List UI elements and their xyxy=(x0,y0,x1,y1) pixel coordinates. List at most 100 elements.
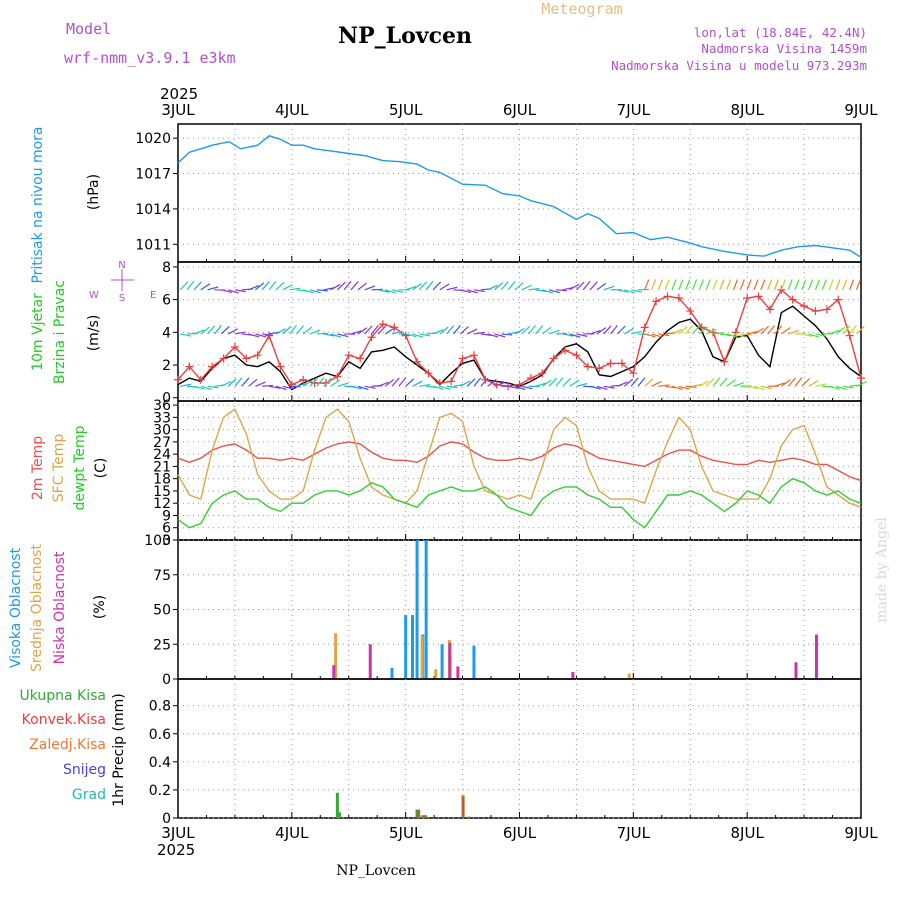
wind-arrow xyxy=(255,381,266,387)
wind-arrow xyxy=(548,329,560,335)
pressure-ylabel-unit: (hPa) xyxy=(86,174,102,210)
gust-marker xyxy=(595,364,604,373)
day-label: 7JUL xyxy=(617,824,651,842)
gust-marker xyxy=(299,375,308,384)
pressure-ylabel-name: Pritisak na nivou mora xyxy=(30,126,46,283)
wind-arrow xyxy=(651,333,663,338)
wind-arrow xyxy=(193,385,205,390)
wind-arrow xyxy=(268,385,281,389)
gust-marker xyxy=(640,323,649,332)
wind-arrow xyxy=(842,325,851,335)
wind-arrow xyxy=(234,377,243,387)
wind-arrow xyxy=(712,332,725,335)
gust-marker xyxy=(800,302,809,311)
wind-arrow xyxy=(275,385,287,391)
wind-panel: 0 2 4 6 8 xyxy=(162,260,867,407)
temp-ytick-label: 30 xyxy=(153,423,171,439)
wind-arrow xyxy=(275,328,286,335)
wind-arrow xyxy=(446,385,458,389)
wind-arrow xyxy=(753,279,759,291)
gust-marker xyxy=(743,293,752,302)
wind-arrow xyxy=(364,285,376,291)
wind-arrow xyxy=(419,333,431,337)
wind-arrow xyxy=(623,327,634,335)
gust-marker xyxy=(310,379,319,388)
wind-arrow xyxy=(596,327,607,335)
temp-series-sfc-temp xyxy=(177,408,862,508)
clouds-bar-srednja-oblacnost xyxy=(627,673,631,679)
precip-bar-ukupna-kisa xyxy=(338,812,342,818)
legend-convective-rain: Konvek.Kisa xyxy=(22,712,106,728)
wind-arrow xyxy=(487,284,498,291)
clouds-ytick-label: 25 xyxy=(153,637,171,653)
wind-arrow xyxy=(494,381,505,387)
day-label: 9JUL xyxy=(844,101,878,119)
clouds-bar-niska-oblacnost xyxy=(456,666,460,679)
wind-arrow xyxy=(221,289,233,294)
wind-arrow xyxy=(501,333,513,336)
wind-arrow xyxy=(371,324,379,335)
day-label: 8JUL xyxy=(731,101,765,119)
wind-arrow xyxy=(657,279,663,291)
gust-marker xyxy=(356,354,365,363)
gust-marker xyxy=(617,359,626,368)
gust-marker xyxy=(413,357,422,366)
precip-bar-zaledj.kisa xyxy=(461,795,465,818)
wind-arrow xyxy=(692,325,701,335)
cloud-panel: 0 25 50 75 100 xyxy=(144,533,862,688)
wind-arrow xyxy=(303,289,314,294)
wind-arrow xyxy=(828,329,840,335)
wind-arrow xyxy=(828,385,840,390)
wind-arrow xyxy=(501,385,513,387)
wind-arrow xyxy=(480,377,489,387)
wind-arrow xyxy=(460,380,471,387)
wind-arrow xyxy=(227,289,239,294)
wind-arrow xyxy=(535,382,547,387)
time-axis-bottom: 3JUL 4JUL 5JUL 6JUL 7JUL 8JUL 9JUL xyxy=(161,824,878,842)
wind-arrow xyxy=(705,328,717,335)
wind-arrow xyxy=(412,282,422,291)
cloud-ylabel-mid: Srednja Oblacnost xyxy=(29,544,45,672)
wind-arrow xyxy=(671,328,683,335)
compass-n: N xyxy=(118,260,125,271)
wind-arrow xyxy=(473,289,485,293)
wind-arrow xyxy=(698,279,704,291)
pressure-ytick-label: 1011 xyxy=(135,237,171,253)
precip-ytick-label: 0.4 xyxy=(149,755,171,771)
wind-arrow xyxy=(835,385,847,391)
clouds-bar-visoka-oblacnost xyxy=(390,667,394,679)
wind-arrow xyxy=(323,333,335,337)
temp-ytick-label: 15 xyxy=(153,484,171,500)
wind-arrow xyxy=(801,333,813,337)
time-axis-top: 3JUL 4JUL 5JUL 6JUL 7JUL 8JUL 9JUL xyxy=(161,101,878,119)
wind-arrow xyxy=(378,381,389,387)
wind-arrow xyxy=(589,329,601,335)
lonlat-label: lon,lat (18.84E, 42.4N) xyxy=(694,25,867,40)
wind-arrow xyxy=(391,330,403,335)
clouds-bar-visoka-oblacnost xyxy=(424,540,428,679)
wind-arrow xyxy=(685,279,691,291)
wind-arrow xyxy=(234,289,246,293)
gust-marker xyxy=(674,293,683,302)
wind-arrow xyxy=(787,377,796,387)
wind-arrow xyxy=(603,325,612,335)
clouds-bar-srednja-oblacnost xyxy=(334,633,338,679)
wind-arrow xyxy=(541,379,552,387)
wind-arrow xyxy=(576,382,588,387)
wind-arrow xyxy=(309,377,319,387)
wind-arrow xyxy=(350,385,362,390)
wind-ylabel: 10m Vjetar Brzina i Pravac (m/s) N S W E xyxy=(30,260,156,384)
wind-arrow xyxy=(316,377,325,387)
wind-arrow xyxy=(336,281,346,291)
wind-arrow xyxy=(466,328,478,335)
precip-ytick-label: 0 xyxy=(162,811,171,827)
wind-arrow xyxy=(528,324,536,335)
wind-arrow xyxy=(767,279,773,291)
pressure-ylabel: Pritisak na nivou mora (hPa) xyxy=(30,126,102,283)
wind-arrow xyxy=(419,383,431,387)
wind-arrow xyxy=(343,280,352,291)
day-label: 4JUL xyxy=(275,101,309,119)
year-bottom: 2025 xyxy=(157,841,195,859)
wind-arrow xyxy=(521,325,531,335)
wind-arrow xyxy=(685,325,694,335)
